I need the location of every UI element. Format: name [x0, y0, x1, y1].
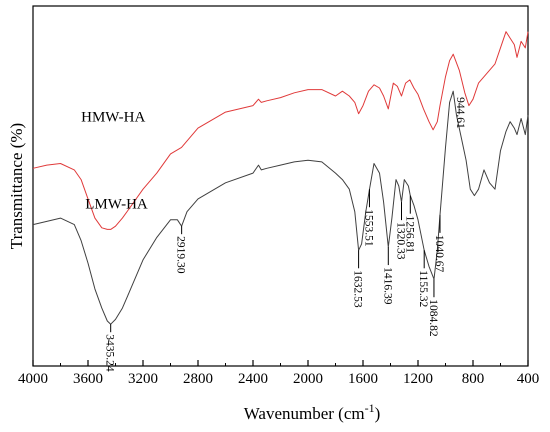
x-tick-label: 2000 — [293, 371, 323, 387]
series-label-layer: HMW-HA LMW-HA — [81, 110, 148, 213]
x-tick-label: 2800 — [183, 371, 213, 387]
peak-label: 2919.30 — [175, 236, 187, 274]
peak-label: 3435.24 — [104, 334, 116, 372]
plot-border — [32, 5, 529, 367]
x-tick-label: 3600 — [73, 371, 103, 387]
series-line-lmw-ha — [32, 90, 529, 325]
x-tick-layer: 4000 3600 3200 2800 2400 2000 1600 1200 800 400 — [18, 360, 539, 387]
x-tick-label: 1200 — [403, 371, 433, 387]
series-layer — [32, 31, 529, 325]
x-tick-label: 3200 — [128, 371, 158, 387]
peak-label: 1040.67 — [433, 235, 445, 273]
x-tick-label: 800 — [462, 371, 485, 387]
x-tick-label: 400 — [517, 371, 540, 387]
x-axis-title-main: Wavenumber (cm — [244, 404, 365, 423]
peak-label: 1320.33 — [395, 222, 407, 260]
x-axis-title-sup: -1 — [365, 401, 375, 415]
peak-label: 1632.53 — [352, 270, 364, 308]
x-axis-title: Wavenumber (cm-1) — [244, 401, 381, 423]
x-tick-label: 1600 — [348, 371, 378, 387]
x-axis-title-close: ) — [375, 404, 381, 423]
peak-label: 1084.82 — [427, 299, 439, 337]
annotation-layer: 3435.24 2919.30 1632.53 1553.51 1416.391320.… — [104, 97, 467, 372]
y-axis-title: Transmittance (%) — [7, 123, 26, 249]
x-tick-label: 2400 — [238, 371, 268, 387]
peak-label: 1256.81 — [403, 216, 415, 254]
series-line-hmw-ha — [32, 31, 529, 230]
peak-label: 944.61 — [454, 97, 466, 129]
series-label: LMW-HA — [85, 197, 148, 213]
plot-frame — [32, 5, 529, 367]
peak-label: 1553.51 — [362, 209, 374, 247]
series-label: HMW-HA — [81, 110, 145, 126]
peak-label: 1155.32 — [417, 270, 429, 307]
x-tick-label: 4000 — [18, 371, 48, 387]
peak-label: 1416.39 — [381, 267, 393, 305]
